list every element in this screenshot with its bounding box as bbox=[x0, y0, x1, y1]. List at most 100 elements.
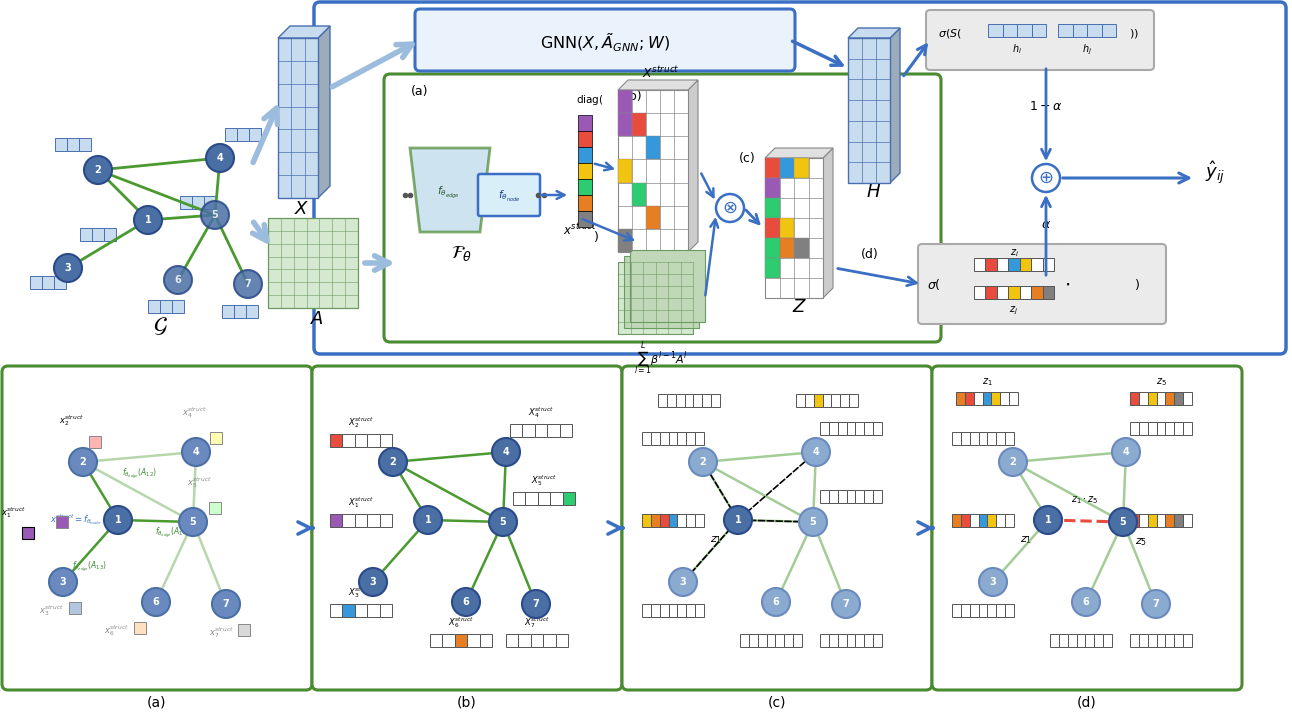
Circle shape bbox=[1109, 508, 1137, 536]
Bar bbox=[1183, 422, 1193, 435]
Bar bbox=[765, 218, 779, 238]
Bar bbox=[578, 179, 592, 195]
Bar bbox=[695, 432, 704, 445]
Bar bbox=[1165, 422, 1174, 435]
Bar bbox=[513, 492, 526, 505]
Bar bbox=[1031, 24, 1047, 37]
Bar bbox=[873, 422, 882, 435]
Bar bbox=[1138, 514, 1147, 527]
Text: $z_1$: $z_1$ bbox=[1019, 534, 1032, 546]
Circle shape bbox=[522, 590, 550, 618]
Bar bbox=[765, 158, 779, 178]
Bar bbox=[1067, 634, 1076, 647]
Text: $f_{\theta_{edge}}(A_{13})$: $f_{\theta_{edge}}(A_{13})$ bbox=[72, 559, 107, 574]
Bar bbox=[1058, 24, 1072, 37]
Bar bbox=[864, 490, 873, 503]
Bar bbox=[677, 514, 686, 527]
Bar bbox=[1147, 422, 1156, 435]
Bar bbox=[651, 514, 660, 527]
Bar bbox=[506, 634, 518, 647]
Circle shape bbox=[452, 588, 481, 616]
Circle shape bbox=[762, 588, 789, 616]
Bar bbox=[249, 128, 261, 141]
Bar bbox=[1174, 634, 1183, 647]
Bar bbox=[1043, 258, 1054, 271]
Bar bbox=[550, 492, 562, 505]
Bar bbox=[660, 514, 668, 527]
Circle shape bbox=[999, 448, 1027, 476]
Circle shape bbox=[202, 201, 229, 229]
Text: (b): (b) bbox=[457, 695, 477, 709]
Bar bbox=[986, 258, 997, 271]
Bar bbox=[952, 514, 961, 527]
Bar bbox=[864, 634, 873, 647]
Text: 2: 2 bbox=[94, 165, 101, 175]
Bar bbox=[1031, 258, 1043, 271]
Bar bbox=[1003, 24, 1017, 37]
Bar bbox=[667, 394, 676, 407]
Text: $X_5^{struct}$: $X_5^{struct}$ bbox=[531, 473, 557, 488]
Text: $X^{struct}$: $X^{struct}$ bbox=[642, 65, 680, 81]
Text: 4: 4 bbox=[193, 447, 199, 457]
Text: (c): (c) bbox=[767, 695, 787, 709]
Bar bbox=[837, 490, 846, 503]
Text: 4: 4 bbox=[813, 447, 819, 457]
Bar bbox=[686, 604, 695, 617]
Circle shape bbox=[205, 144, 234, 172]
Text: $X$: $X$ bbox=[295, 200, 310, 218]
Text: $\hat{y}_{ij}$: $\hat{y}_{ij}$ bbox=[1205, 159, 1225, 186]
Polygon shape bbox=[278, 26, 329, 38]
Bar bbox=[1183, 634, 1193, 647]
Bar bbox=[983, 392, 991, 405]
Bar bbox=[651, 604, 660, 617]
Text: 5: 5 bbox=[190, 517, 196, 527]
Bar bbox=[1147, 514, 1156, 527]
Bar bbox=[970, 514, 978, 527]
Text: $X_1^{struct}$: $X_1^{struct}$ bbox=[348, 495, 373, 511]
Circle shape bbox=[669, 568, 696, 596]
Bar bbox=[329, 434, 342, 447]
Bar bbox=[618, 262, 693, 334]
Bar bbox=[380, 434, 391, 447]
FancyBboxPatch shape bbox=[919, 244, 1165, 324]
Circle shape bbox=[716, 194, 744, 222]
Bar bbox=[1103, 634, 1112, 647]
Bar bbox=[765, 198, 779, 218]
Bar bbox=[685, 394, 694, 407]
Bar bbox=[956, 392, 965, 405]
Bar bbox=[1138, 422, 1147, 435]
Text: $Z$: $Z$ bbox=[792, 298, 808, 316]
Bar bbox=[543, 634, 556, 647]
Text: (a): (a) bbox=[147, 695, 167, 709]
Bar bbox=[632, 113, 646, 136]
Text: 2: 2 bbox=[1009, 457, 1017, 467]
Circle shape bbox=[359, 568, 388, 596]
Bar bbox=[676, 394, 685, 407]
Bar bbox=[1085, 634, 1094, 647]
Circle shape bbox=[724, 506, 752, 534]
Bar bbox=[518, 634, 531, 647]
Bar bbox=[559, 424, 572, 437]
Bar bbox=[1156, 634, 1165, 647]
Text: 5: 5 bbox=[212, 210, 218, 220]
Bar bbox=[225, 128, 236, 141]
Bar bbox=[56, 138, 67, 151]
Bar bbox=[1005, 604, 1014, 617]
Text: $x_7^{struct}$: $x_7^{struct}$ bbox=[208, 626, 234, 641]
Circle shape bbox=[142, 588, 171, 616]
Text: $\oplus$: $\oplus$ bbox=[1039, 169, 1054, 187]
Bar bbox=[987, 604, 996, 617]
Bar bbox=[1130, 514, 1138, 527]
Bar bbox=[677, 604, 686, 617]
Text: $\sigma($: $\sigma($ bbox=[928, 276, 941, 291]
Bar bbox=[526, 492, 537, 505]
Bar bbox=[1183, 514, 1193, 527]
Circle shape bbox=[212, 590, 240, 618]
Text: 2: 2 bbox=[700, 457, 707, 467]
Bar bbox=[765, 258, 779, 278]
Text: $z_5$: $z_5$ bbox=[1155, 376, 1167, 388]
Bar bbox=[952, 432, 961, 445]
Bar bbox=[618, 90, 632, 113]
Bar bbox=[54, 276, 66, 289]
Bar bbox=[642, 514, 651, 527]
